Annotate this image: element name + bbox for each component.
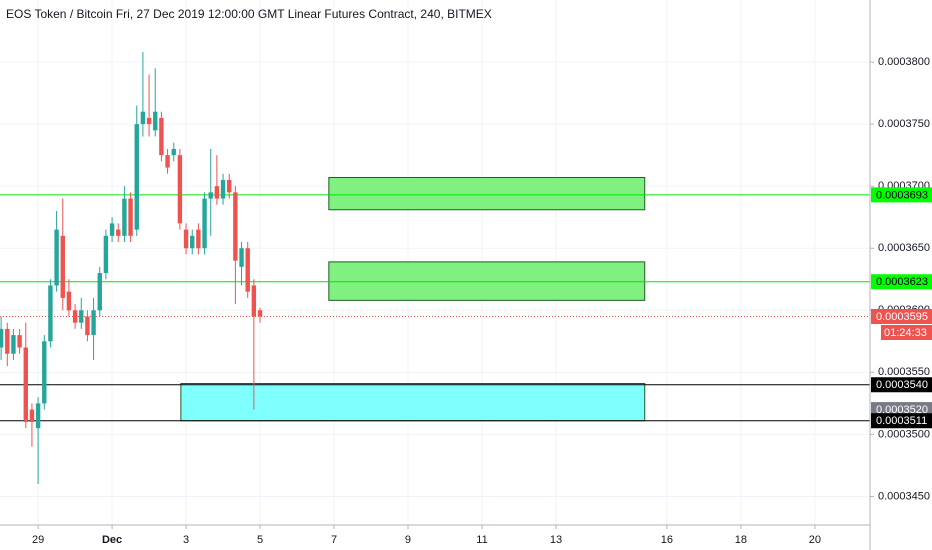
candle-body xyxy=(214,186,220,199)
candle-body xyxy=(251,285,257,317)
candle-body xyxy=(11,335,16,354)
candle-body xyxy=(5,328,10,354)
candle-body xyxy=(171,148,176,156)
price-tag-label: 0.0003623 xyxy=(876,276,928,288)
candle-body xyxy=(177,155,183,224)
candle-body xyxy=(42,341,47,404)
candle-body xyxy=(233,192,238,261)
candle-body xyxy=(103,235,109,274)
x-tick-label: Dec xyxy=(102,534,122,546)
candle-body xyxy=(220,179,226,199)
price-tag xyxy=(871,308,932,324)
candle-body xyxy=(128,198,133,236)
x-tick-label: 5 xyxy=(257,534,263,546)
candle-body xyxy=(159,117,164,156)
candle-body xyxy=(196,229,201,249)
countdown-label: 01:24:33 xyxy=(884,327,927,339)
x-tick-label: 20 xyxy=(809,534,821,546)
candle-body xyxy=(134,124,139,230)
time-axis-pane xyxy=(0,525,870,550)
x-tick-label: 18 xyxy=(735,534,747,546)
candle-body xyxy=(48,285,53,342)
candle-body xyxy=(60,235,65,298)
zone xyxy=(328,261,646,301)
candle-body xyxy=(109,223,115,236)
candle-body xyxy=(0,328,4,348)
price-tag xyxy=(871,274,932,290)
y-tick-label: 0.0003500 xyxy=(878,428,930,440)
candle-body xyxy=(202,198,207,249)
candle-body xyxy=(17,335,22,348)
axes: 0.00034500.00035000.00035500.00036000.00… xyxy=(32,56,932,546)
candle-body xyxy=(122,198,127,236)
candle-body xyxy=(85,316,90,336)
price-tag xyxy=(871,377,932,393)
countdown-tag xyxy=(881,324,932,340)
plot-area xyxy=(0,0,870,525)
y-tick-label: 0.0003450 xyxy=(878,490,930,502)
x-tick-label: 3 xyxy=(183,534,189,546)
zone xyxy=(180,383,646,422)
candle-body xyxy=(239,248,244,267)
candle-body xyxy=(23,347,28,422)
price-tag-label: 0.0003595 xyxy=(876,311,928,323)
price-tag xyxy=(871,413,932,429)
candle-body xyxy=(79,310,84,323)
x-tick-label: 29 xyxy=(32,534,44,546)
candle-body xyxy=(183,229,189,249)
price-tag-label: 0.0003540 xyxy=(876,379,928,391)
candle-body xyxy=(153,111,158,131)
candle-body xyxy=(227,179,232,193)
candle-body xyxy=(35,403,41,429)
candle-body xyxy=(140,111,146,125)
x-tick-label: 7 xyxy=(331,534,337,546)
candle-body xyxy=(91,310,96,336)
price-tag xyxy=(871,187,932,203)
x-tick-label: 9 xyxy=(405,534,411,546)
candle-body xyxy=(208,192,213,199)
candle-body xyxy=(54,229,59,286)
y-tick-label: 0.0003750 xyxy=(878,118,930,130)
price-tag-label: 0.0003693 xyxy=(876,189,928,201)
candle-body xyxy=(245,248,250,292)
candle-body xyxy=(29,409,35,422)
price-tag-label: 0.0003511 xyxy=(876,415,927,427)
candle-body xyxy=(165,155,170,168)
candle-body xyxy=(72,310,78,323)
candle-body xyxy=(66,291,72,311)
zone xyxy=(328,176,646,211)
candle-body xyxy=(116,229,121,236)
candle-body xyxy=(97,273,102,311)
y-tick-label: 0.0003550 xyxy=(878,366,930,378)
y-tick-label: 0.0003650 xyxy=(878,242,930,254)
candle-body xyxy=(190,235,195,249)
candle-body xyxy=(257,310,263,317)
x-tick-label: 16 xyxy=(661,534,673,546)
y-tick-label: 0.0003800 xyxy=(878,56,930,68)
chart-title: EOS Token / Bitcoin Fri, 27 Dec 2019 12:… xyxy=(6,7,492,21)
x-tick-label: 13 xyxy=(550,534,562,546)
candle-body xyxy=(146,117,152,125)
price-tag-label: 0.0003520 xyxy=(876,404,928,416)
x-tick-label: 11 xyxy=(476,534,487,546)
